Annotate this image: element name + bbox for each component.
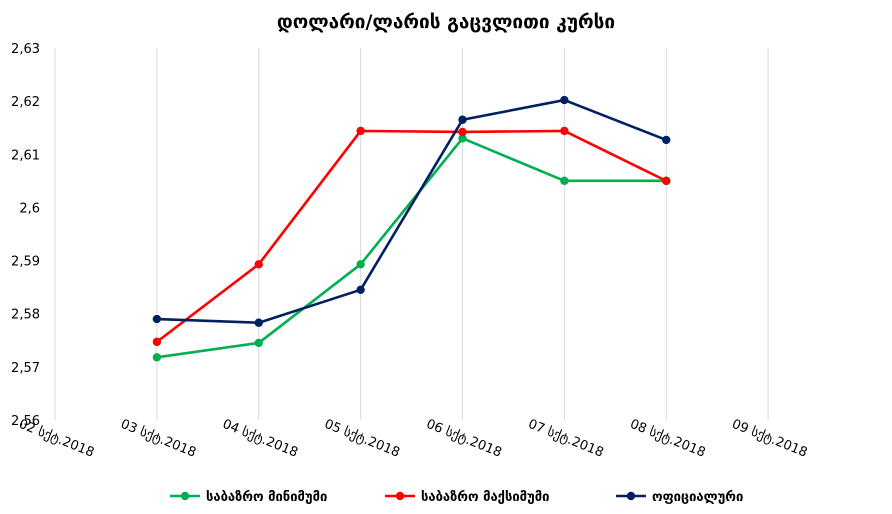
x-tick-label: 05 სქტ.2018 — [322, 417, 402, 461]
legend-label: საბაზრო მაქსიმუმი — [421, 490, 549, 505]
y-axis-tick-labels: 2,56 2,57 2,58 2,59 2,6 2,61 2,62 2,63 — [11, 42, 40, 429]
x-tick-label: 06 სქტ.2018 — [424, 417, 504, 461]
data-point — [560, 176, 569, 186]
y-tick-label: 2,58 — [11, 308, 40, 323]
x-tick-label: 07 სქტ.2018 — [526, 417, 606, 461]
y-tick-label: 2,56 — [11, 414, 40, 429]
x-tick-label: 09 სქტ.2018 — [730, 417, 810, 461]
data-point — [662, 176, 671, 186]
y-tick-label: 2,6 — [19, 201, 40, 216]
x-axis-tick-labels: 02 სქტ.2018 03 სქტ.2018 04 სქტ.2018 05 სქტ.… — [16, 417, 809, 461]
legend: საბაზრო მინიმუმი საბაზრო მაქსიმუმი ოფიციალ… — [170, 490, 743, 505]
data-point — [458, 115, 467, 124]
legend-label: ოფიციალური — [652, 490, 743, 505]
data-point — [356, 126, 365, 136]
series-line — [156, 98, 667, 325]
x-tick-label: 02 სქტ.2018 — [16, 417, 96, 461]
legend-swatch-marker — [626, 491, 636, 501]
x-tick-label: 08 სქტ.2018 — [628, 417, 708, 461]
data-point — [458, 134, 467, 143]
series-line — [156, 129, 667, 343]
legend-swatch-marker — [395, 491, 405, 501]
data-point — [152, 314, 162, 324]
chart-title: დოლარი/ლარის გაცვლითი კურსი — [277, 11, 615, 33]
x-tick-label: 04 სქტ.2018 — [220, 417, 300, 461]
y-tick-label: 2,62 — [11, 95, 40, 110]
data-point — [662, 135, 671, 145]
data-point — [356, 285, 365, 294]
legend-swatch-marker — [180, 491, 190, 501]
data-point — [152, 353, 162, 362]
data-point — [254, 318, 263, 327]
data-point — [152, 337, 162, 347]
data-point — [356, 260, 365, 269]
x-tick-label: 03 სქტ.2018 — [118, 417, 198, 461]
gridlines — [54, 48, 769, 420]
data-point — [458, 127, 467, 137]
series-line — [156, 137, 667, 359]
data-point — [560, 126, 569, 136]
y-tick-label: 2,57 — [11, 361, 40, 376]
data-point — [254, 338, 263, 348]
y-tick-label: 2,63 — [11, 42, 40, 57]
y-tick-label: 2,61 — [11, 148, 40, 163]
data-point — [560, 95, 569, 105]
data-point — [254, 260, 263, 269]
legend-label: საბაზრო მინიმუმი — [206, 490, 327, 505]
data-series — [152, 95, 671, 362]
y-tick-label: 2,59 — [11, 255, 40, 270]
